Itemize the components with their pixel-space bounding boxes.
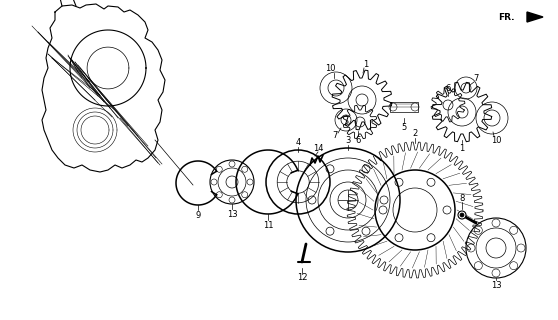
Polygon shape [527,12,543,22]
Circle shape [460,213,464,217]
Text: 2: 2 [412,129,417,138]
Text: 1: 1 [459,143,465,153]
Text: 9: 9 [195,211,201,220]
Text: 3: 3 [345,135,350,145]
Text: 6: 6 [355,135,360,145]
Text: 10: 10 [490,135,501,145]
Text: 5: 5 [401,123,407,132]
Text: 7: 7 [333,131,338,140]
Text: 13: 13 [227,210,237,219]
Text: 14: 14 [312,143,323,153]
Text: 4: 4 [295,138,301,147]
Text: 1: 1 [363,60,369,68]
Text: 11: 11 [263,220,273,229]
Text: 10: 10 [325,63,335,73]
Text: 13: 13 [490,281,501,290]
Text: FR.: FR. [498,12,515,21]
Text: 6: 6 [445,84,451,92]
Text: 12: 12 [297,274,307,283]
Text: 8: 8 [459,194,465,203]
Circle shape [458,211,466,219]
Text: 7: 7 [473,74,479,83]
